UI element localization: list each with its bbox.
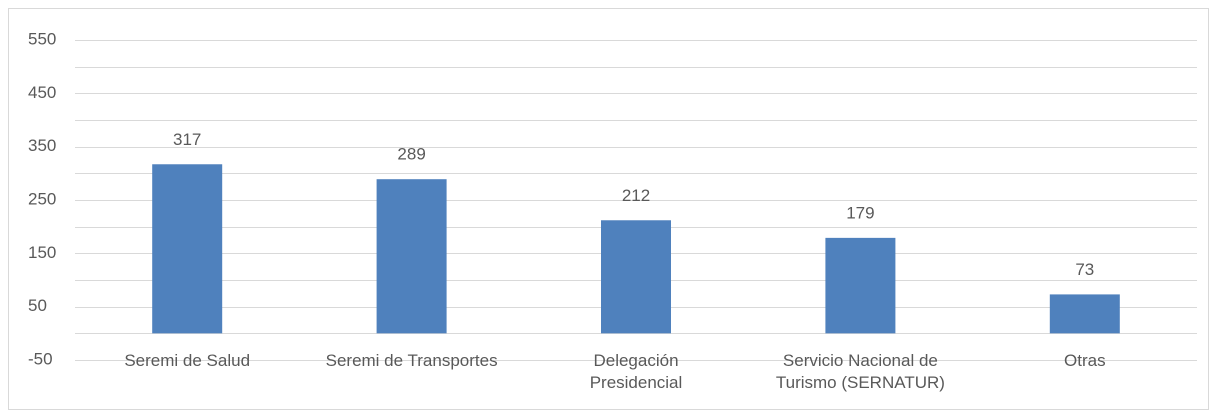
y-tick-label: 250 xyxy=(28,189,56,208)
x-tick-label: Seremi de Transportes xyxy=(325,351,498,370)
y-tick-label: 350 xyxy=(28,136,56,155)
y-tick-label: 150 xyxy=(28,243,56,262)
y-tick-label: 450 xyxy=(28,83,56,102)
bar xyxy=(601,220,671,334)
x-tick-label: Delegación Presidencial xyxy=(589,351,683,392)
bar xyxy=(1049,294,1120,334)
x-tick-label: Otras xyxy=(1064,351,1106,370)
x-tick-label: Seremi de Salud xyxy=(124,351,251,370)
x-tick-label: Servicio Nacional de Turismo (SERNATUR) xyxy=(775,351,945,392)
data-label: 212 xyxy=(622,186,650,205)
y-tick-label: 50 xyxy=(28,296,47,315)
data-label: 179 xyxy=(846,203,874,222)
bar xyxy=(152,164,223,334)
y-tick-label: 550 xyxy=(28,29,56,48)
bar xyxy=(376,179,447,334)
y-tick-label: -50 xyxy=(28,349,53,368)
data-label: 317 xyxy=(173,130,201,149)
bar xyxy=(825,237,896,334)
data-label: 73 xyxy=(1075,260,1094,279)
data-label: 289 xyxy=(397,145,425,164)
